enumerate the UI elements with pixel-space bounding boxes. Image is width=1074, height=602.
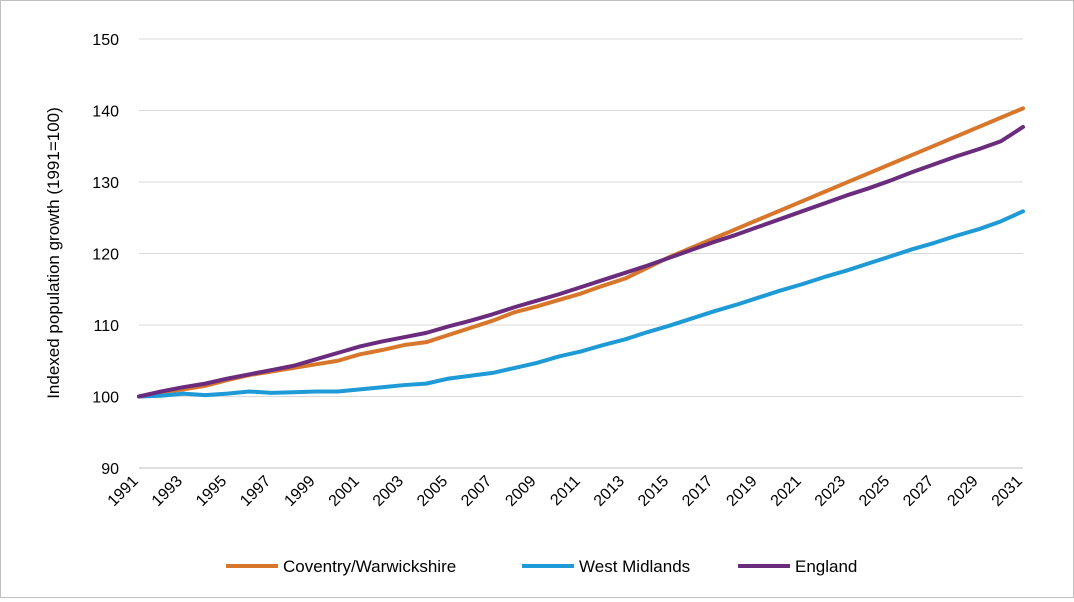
x-tick-label: 2031 <box>989 473 1026 510</box>
y-tick-label: 150 <box>92 32 119 49</box>
series-line-2 <box>137 124 1025 399</box>
x-tick-label: 2025 <box>856 473 893 510</box>
y-tick-label: 130 <box>92 175 119 192</box>
y-axis-ticks: 90 100 110 120 130 140 150 <box>92 32 119 478</box>
x-tick-label: 2017 <box>679 473 716 510</box>
x-tick-label: 2009 <box>502 473 539 510</box>
x-tick-label: 2003 <box>370 473 407 510</box>
legend-label: West Midlands <box>579 557 690 576</box>
x-tick-label: 2021 <box>768 473 805 510</box>
x-tick-label: 2029 <box>944 473 981 510</box>
series-line-1 <box>137 209 1025 399</box>
x-tick-label: 1999 <box>281 473 318 510</box>
x-axis-ticks: 1991 1993 1995 1997 1999 2001 2003 2005 2007 2009… <box>105 473 1026 510</box>
x-tick-label: 1991 <box>105 473 142 510</box>
legend: Coventry/Warwickshire West Midlands Englan… <box>226 557 857 576</box>
x-tick-label: 2013 <box>591 473 628 510</box>
series-lines <box>137 106 1025 399</box>
y-tick-label: 120 <box>92 247 119 264</box>
y-tick-label: 90 <box>101 461 119 478</box>
x-tick-label: 2007 <box>458 473 495 510</box>
y-tick-label: 140 <box>92 104 119 121</box>
legend-label: Coventry/Warwickshire <box>283 557 456 576</box>
x-tick-label: 2005 <box>414 473 451 510</box>
x-tick-label: 1993 <box>149 473 186 510</box>
x-tick-label: 2001 <box>326 473 363 510</box>
x-tick-label: 2019 <box>723 473 760 510</box>
x-tick-label: 2027 <box>900 473 937 510</box>
x-tick-label: 2015 <box>635 473 672 510</box>
gridlines <box>139 38 1023 397</box>
legend-label: England <box>795 557 857 576</box>
y-tick-label: 100 <box>92 390 119 407</box>
x-tick-label: 1997 <box>237 473 274 510</box>
x-tick-label: 2011 <box>547 473 583 509</box>
x-tick-label: 2023 <box>812 473 849 510</box>
x-tick-label: 1995 <box>193 473 230 510</box>
y-axis-title: Indexed population growth (1991=100) <box>44 107 63 399</box>
y-tick-label: 110 <box>93 318 119 335</box>
